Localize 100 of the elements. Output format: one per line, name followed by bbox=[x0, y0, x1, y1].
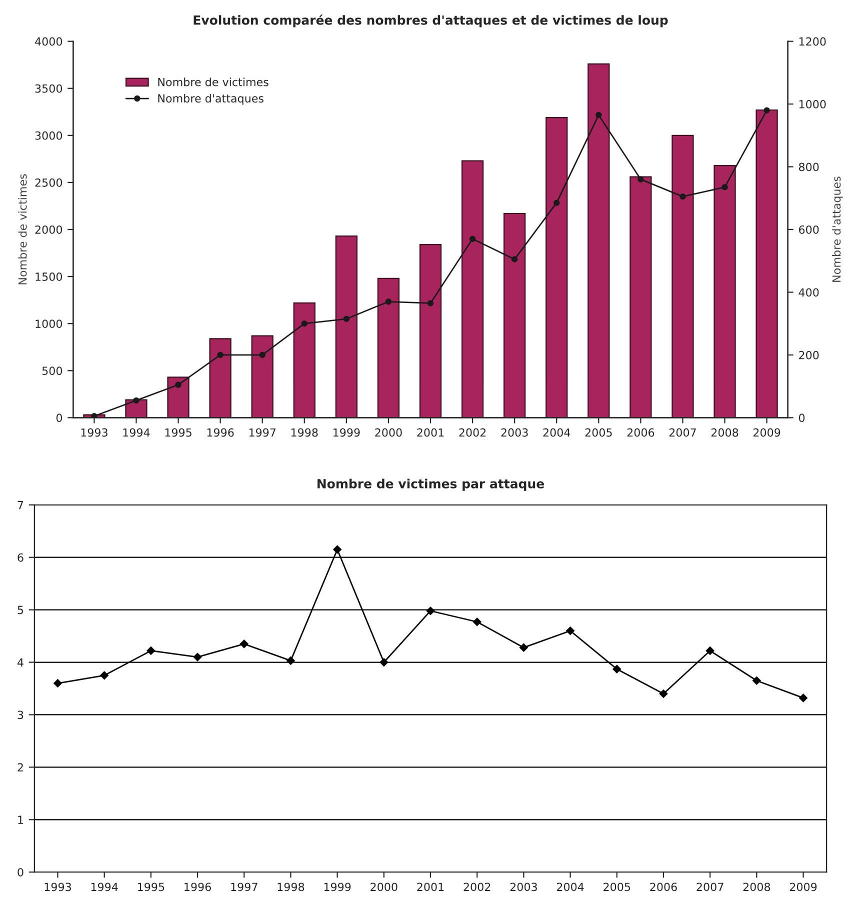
point bbox=[259, 352, 266, 358]
x-tick-label: 1994 bbox=[123, 428, 150, 437]
point bbox=[146, 646, 156, 655]
point bbox=[91, 412, 98, 418]
bar bbox=[335, 236, 358, 418]
bar bbox=[588, 63, 610, 418]
y-tick-label: 7 bbox=[18, 501, 24, 510]
chart-title: Evolution comparée des nombres d'attaques et de victimes de loup bbox=[194, 14, 668, 28]
x-tick-label: 2004 bbox=[543, 428, 570, 437]
point bbox=[799, 694, 808, 702]
point bbox=[566, 626, 574, 635]
y-tick-label: 4 bbox=[17, 658, 24, 666]
point bbox=[100, 671, 108, 680]
point bbox=[472, 618, 482, 626]
point bbox=[469, 236, 476, 242]
y2-tick-label: 1200 bbox=[799, 37, 826, 46]
x-tick-label: 1993 bbox=[44, 882, 71, 892]
x-tick-label: 1995 bbox=[138, 882, 164, 892]
chart-title: Nombre de victimes par attaque bbox=[318, 478, 544, 491]
point bbox=[240, 640, 248, 648]
x-tick-label: 2003 bbox=[501, 428, 528, 437]
point bbox=[54, 679, 62, 688]
point bbox=[193, 652, 202, 662]
x-tick-label: 1996 bbox=[207, 428, 234, 437]
x-tick-label: 2007 bbox=[669, 428, 696, 437]
y-tick-label: 3500 bbox=[35, 84, 62, 93]
point bbox=[764, 107, 770, 114]
point bbox=[380, 658, 388, 666]
point bbox=[706, 646, 714, 655]
x-tick-label: 2004 bbox=[556, 882, 584, 892]
x-tick-label: 1995 bbox=[165, 428, 192, 437]
point bbox=[659, 690, 668, 698]
y-tick-label: 0 bbox=[56, 414, 62, 422]
x-tick-label: 2000 bbox=[370, 882, 398, 892]
y-tick-label: 1000 bbox=[36, 320, 62, 328]
y-tick-label: 1 bbox=[18, 816, 23, 824]
bar bbox=[756, 109, 778, 418]
x-tick-label: 2002 bbox=[459, 428, 486, 437]
x-tick-label: 2006 bbox=[627, 428, 654, 437]
x-tick-label: 2008 bbox=[743, 882, 770, 892]
x-tick-label: 1998 bbox=[291, 428, 318, 437]
x-tick-label: 2005 bbox=[604, 882, 630, 892]
point bbox=[286, 656, 295, 665]
x-tick-label: 2007 bbox=[696, 882, 724, 892]
point bbox=[343, 316, 350, 322]
point bbox=[333, 545, 342, 554]
x-tick-label: 2008 bbox=[711, 428, 738, 437]
x-tick-label: 2009 bbox=[753, 428, 780, 437]
point bbox=[217, 352, 224, 358]
point bbox=[511, 256, 518, 262]
point bbox=[722, 184, 728, 190]
y2-axis-title: Nombre d'attaques bbox=[832, 176, 843, 282]
x-tick-label: 2006 bbox=[650, 882, 677, 892]
point bbox=[427, 300, 434, 306]
bar bbox=[546, 116, 568, 418]
bar bbox=[630, 176, 652, 418]
x-tick-label: 2000 bbox=[375, 428, 402, 437]
x-tick-label: 1997 bbox=[249, 428, 276, 437]
y-tick-label: 2 bbox=[18, 763, 23, 772]
y-tick-label: 5 bbox=[18, 606, 24, 614]
x-tick-label: 1999 bbox=[324, 882, 351, 892]
x-tick-label: 1996 bbox=[184, 882, 211, 892]
point bbox=[175, 382, 182, 388]
point bbox=[385, 298, 392, 305]
legend-label: Nombre d'attaques bbox=[158, 94, 264, 105]
point bbox=[638, 176, 644, 182]
y-tick-label: 500 bbox=[42, 366, 62, 376]
point bbox=[553, 200, 560, 206]
point bbox=[596, 112, 602, 118]
bar bbox=[251, 335, 274, 418]
y-tick-label: 3000 bbox=[35, 131, 62, 140]
y-tick-label: 2500 bbox=[35, 178, 62, 187]
y-tick-label: 1500 bbox=[36, 272, 62, 281]
point bbox=[612, 664, 622, 674]
bar bbox=[293, 302, 316, 418]
y-tick-label: 0 bbox=[18, 868, 24, 876]
x-tick-label: 2002 bbox=[464, 882, 490, 892]
bar bbox=[377, 278, 400, 418]
y2-tick-label: 800 bbox=[798, 162, 819, 172]
bar bbox=[167, 376, 190, 418]
x-tick-label: 1993 bbox=[81, 428, 108, 437]
bar bbox=[209, 338, 232, 418]
y-tick-label: 6 bbox=[18, 553, 24, 562]
y2-tick-label: 400 bbox=[798, 288, 819, 297]
x-tick-label: 1998 bbox=[278, 882, 304, 892]
bar bbox=[714, 164, 736, 418]
y2-tick-label: 200 bbox=[799, 350, 819, 360]
x-tick-label: 2009 bbox=[790, 882, 817, 892]
legend-label: Nombre de victimes bbox=[158, 78, 268, 86]
x-tick-label: 1997 bbox=[231, 882, 258, 892]
point bbox=[133, 397, 140, 404]
x-tick-label: 1994 bbox=[91, 882, 118, 892]
bar bbox=[461, 160, 484, 418]
y-tick-label: 4000 bbox=[35, 37, 62, 46]
x-tick-label: 2001 bbox=[417, 428, 444, 437]
point bbox=[520, 643, 528, 652]
x-tick-label: 1999 bbox=[334, 428, 360, 437]
x-tick-label: 2001 bbox=[417, 882, 444, 892]
y-tick-label: 2000 bbox=[35, 225, 62, 234]
point bbox=[752, 676, 761, 685]
